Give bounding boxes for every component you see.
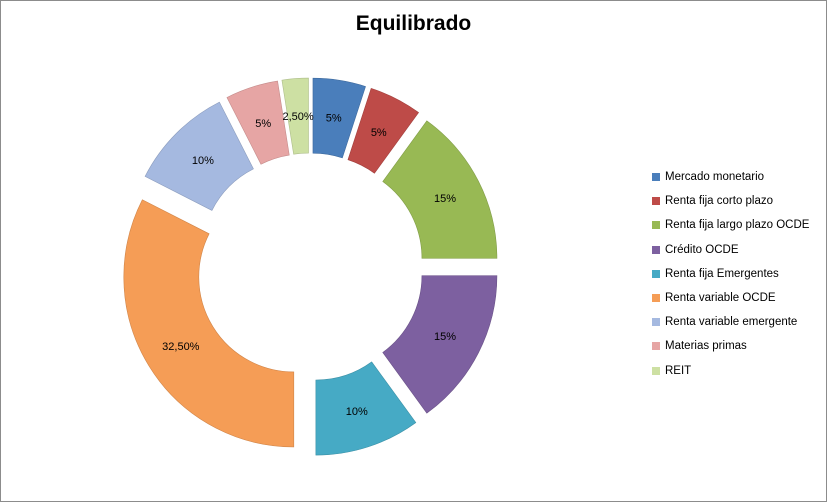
data-label-renta-fija-largo-plazo-ocde: 15%: [434, 193, 456, 205]
data-label-renta-fija-emergentes: 10%: [346, 406, 368, 418]
legend-label: Renta variable OCDE: [665, 292, 776, 305]
legend-item-renta-fija-emergentes: Renta fija Emergentes: [652, 262, 809, 286]
slice-materias-primas: [226, 80, 290, 165]
slice-reit: [281, 77, 309, 155]
slice-renta-fija-corto-plazo: [347, 88, 419, 174]
legend-label: Mercado monetario: [665, 171, 765, 184]
legend-label: Renta variable emergente: [665, 316, 798, 329]
legend-label: REIT: [665, 364, 692, 377]
legend-swatch: [652, 269, 660, 278]
slice-renta-fija-emergentes: [315, 361, 417, 456]
legend-label: Materias primas: [665, 340, 747, 353]
data-label-renta-variable-ocde: 32,50%: [162, 341, 200, 353]
legend-item-mercado-monetario: Mercado monetario: [652, 165, 809, 189]
legend-item-credito-ocde: Crédito OCDE: [652, 238, 809, 262]
legend-swatch: [652, 342, 660, 351]
legend-item-reit: REIT: [652, 359, 809, 383]
legend-label: Renta fija Emergentes: [665, 267, 779, 280]
data-label-materias-primas: 5%: [255, 118, 271, 130]
legend-label: Renta fija largo plazo OCDE: [665, 219, 810, 232]
legend-swatch: [652, 173, 660, 182]
data-label-renta-variable-emergente: 10%: [192, 155, 214, 167]
data-label-mercado-monetario: 5%: [326, 112, 342, 124]
legend-swatch: [652, 221, 660, 230]
chart-title: Equilibrado: [355, 12, 472, 35]
data-label-renta-fija-corto-plazo: 5%: [371, 127, 387, 139]
legend-swatch: [652, 294, 660, 303]
slice-credito-ocde: [382, 275, 498, 414]
legend-swatch: [652, 366, 660, 375]
legend-swatch: [652, 318, 660, 327]
data-label-reit: 2,50%: [283, 111, 314, 123]
slice-renta-variable-emergente: [144, 101, 254, 211]
legend-item-renta-fija-corto-plazo: Renta fija corto plazo: [652, 189, 809, 213]
slice-renta-variable-ocde: [123, 199, 295, 448]
slice-renta-fija-largo-plazo-ocde: [382, 120, 498, 259]
chart-legend: Mercado monetario Renta fija corto plazo R…: [652, 165, 809, 383]
legend-swatch: [652, 245, 660, 254]
legend-item-renta-variable-ocde: Renta variable OCDE: [652, 286, 809, 310]
legend-swatch: [652, 197, 660, 206]
legend-item-renta-variable-emergente: Renta variable emergente: [652, 310, 809, 334]
legend-item-renta-fija-largo-plazo-ocde: Renta fija largo plazo OCDE: [652, 213, 809, 237]
legend-label: Renta fija corto plazo: [665, 195, 774, 208]
legend-item-materias-primas: Materias primas: [652, 334, 809, 358]
slice-mercado-monetario: [312, 77, 366, 159]
data-label-credito-ocde: 15%: [434, 331, 456, 343]
legend-label: Crédito OCDE: [665, 243, 739, 256]
